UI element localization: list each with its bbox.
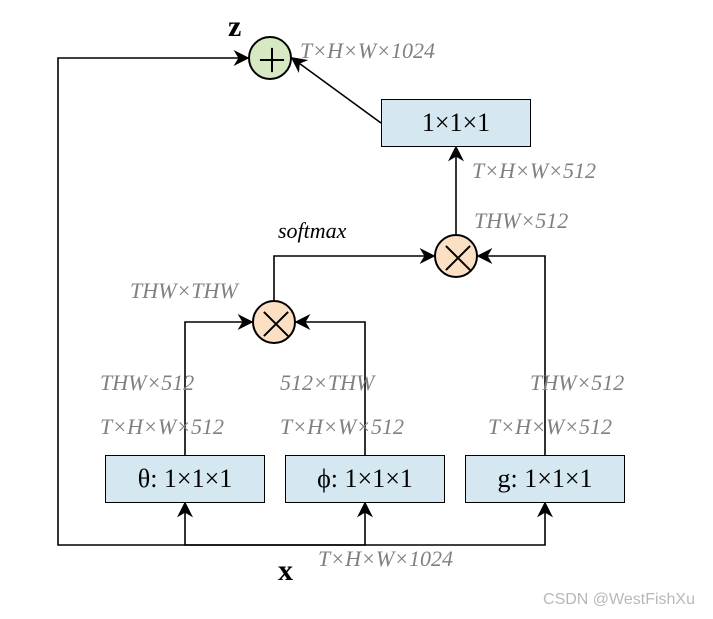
dim-out-in: T×H×W×512	[472, 158, 596, 184]
output-conv-box: 1×1×1	[381, 99, 531, 147]
dim-thw-thw: THW×THW	[130, 278, 238, 304]
softmax-label: softmax	[278, 218, 346, 244]
dim-phi-top: 512×THW	[280, 370, 374, 396]
dim-g-bot: T×H×W×512	[488, 414, 612, 440]
dim-theta-top: THW×512	[100, 370, 194, 396]
dim-mul2-out: THW×512	[474, 208, 568, 234]
matmul-1-icon	[252, 300, 296, 344]
watermark: CSDN @WestFishXu	[543, 591, 695, 609]
theta-box: θ: 1×1×1	[105, 455, 265, 503]
dim-x: T×H×W×1024	[318, 546, 453, 572]
z-label: z	[228, 10, 241, 44]
matmul-2-icon	[434, 234, 478, 278]
phi-box: ϕ: 1×1×1	[285, 455, 445, 503]
add-icon	[248, 36, 292, 80]
dim-theta-bot: T×H×W×512	[100, 414, 224, 440]
dim-phi-bot: T×H×W×512	[280, 414, 404, 440]
g-box: g: 1×1×1	[465, 455, 625, 503]
x-label: x	[278, 554, 293, 588]
dim-g-top: THW×512	[530, 370, 624, 396]
dim-z: T×H×W×1024	[300, 38, 435, 64]
